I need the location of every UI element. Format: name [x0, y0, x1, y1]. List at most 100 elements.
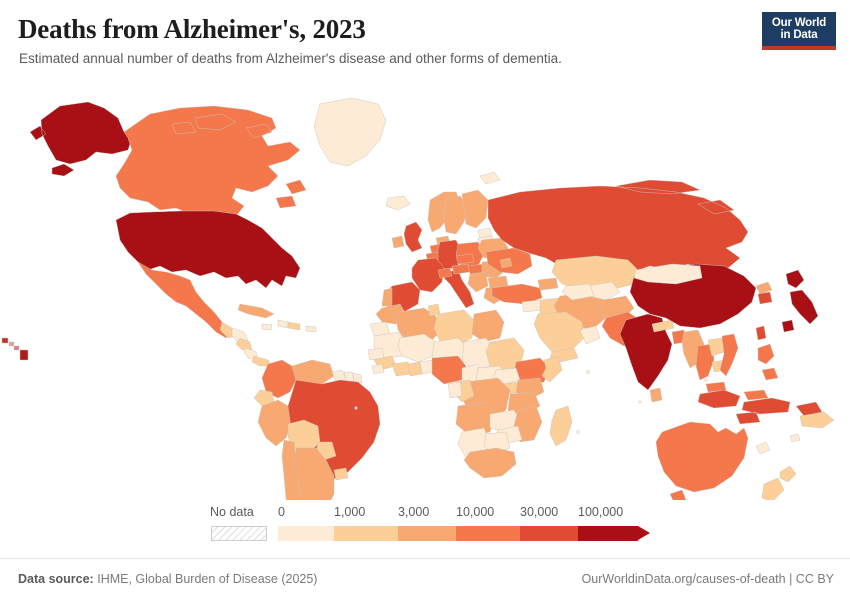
- footer-source-label: Data source:: [18, 572, 94, 586]
- country-svalbard[interactable]: [479, 171, 501, 185]
- country-new-caledonia[interactable]: [755, 441, 771, 455]
- country-oman[interactable]: [579, 325, 601, 345]
- country-taiwan[interactable]: [755, 325, 767, 341]
- country-greenland[interactable]: [313, 97, 387, 167]
- legend-color-bar[interactable]: [278, 526, 650, 541]
- country-canada[interactable]: [115, 105, 307, 221]
- country-suriname[interactable]: [343, 371, 355, 382]
- country-colombia[interactable]: [261, 359, 297, 399]
- legend-arrow-cap: [638, 526, 650, 540]
- country-france[interactable]: [411, 257, 445, 293]
- legend-swatch-bin-0[interactable]: [278, 526, 334, 541]
- country-dominican-republic[interactable]: [287, 321, 301, 331]
- country-somalia[interactable]: [541, 355, 563, 383]
- world-choropleth-map[interactable]: [0, 80, 850, 500]
- country-sierra-leone[interactable]: [371, 363, 385, 375]
- country-kazakhstan[interactable]: [551, 255, 641, 291]
- country-north-korea[interactable]: [755, 281, 773, 295]
- country-ghana[interactable]: [407, 361, 423, 377]
- island-dot-mauritius[interactable]: [576, 430, 580, 434]
- country-new-zealand[interactable]: [761, 465, 797, 500]
- chart-footer: Data source: IHME, Global Burden of Dise…: [0, 558, 850, 601]
- country-sri-lanka[interactable]: [649, 387, 663, 403]
- island-pacific-west-2[interactable]: [8, 341, 15, 347]
- country-turkmenistan[interactable]: [561, 283, 595, 301]
- country-serbia-balkans[interactable]: [467, 271, 489, 293]
- country-russia[interactable]: [487, 179, 749, 275]
- country-ireland[interactable]: [391, 235, 405, 249]
- country-fiji-islands[interactable]: [789, 433, 801, 443]
- island-dot-pacific-1[interactable]: [704, 378, 708, 382]
- country-mexico[interactable]: [137, 261, 231, 339]
- country-italy[interactable]: [443, 269, 475, 309]
- page-title: Deaths from Alzheimer's, 2023: [18, 14, 366, 44]
- country-nepal[interactable]: [651, 319, 675, 333]
- country-malaysia[interactable]: [705, 381, 769, 401]
- world-map-svg[interactable]: [0, 80, 850, 500]
- country-syria[interactable]: [521, 299, 543, 313]
- country-iceland[interactable]: [385, 195, 411, 211]
- country-finland[interactable]: [461, 189, 489, 229]
- chart-header: Deaths from Alzheimer's, 2023 Estimated …: [0, 0, 850, 78]
- country-mozambique[interactable]: [513, 405, 543, 443]
- country-madagascar[interactable]: [549, 405, 573, 447]
- legend-swatch-bin-5[interactable]: [578, 526, 638, 541]
- country-georgia-caucasus[interactable]: [537, 277, 559, 291]
- island-pacific-west-3[interactable]: [13, 345, 20, 351]
- country-papua-new-guinea[interactable]: [799, 411, 835, 429]
- country-puerto-rico[interactable]: [305, 325, 317, 333]
- country-sweden[interactable]: [443, 195, 469, 235]
- country-argentina[interactable]: [293, 447, 335, 500]
- country-french-guiana[interactable]: [352, 372, 363, 384]
- footer-link[interactable]: OurWorldinData.org/causes-of-death | CC …: [581, 572, 834, 586]
- country-vietnam[interactable]: [719, 333, 739, 377]
- island-pacific-west-1[interactable]: [1, 337, 9, 344]
- legend-tick-0: 0: [278, 505, 285, 519]
- country-philippines[interactable]: [757, 343, 779, 381]
- country-australia[interactable]: [655, 421, 749, 500]
- country-haiti[interactable]: [277, 319, 289, 329]
- country-czechia[interactable]: [455, 253, 475, 265]
- country-united-kingdom[interactable]: [403, 221, 423, 253]
- legend-swatch-bin-3[interactable]: [456, 526, 520, 541]
- country-mali[interactable]: [397, 333, 437, 363]
- country-south-africa[interactable]: [463, 447, 517, 479]
- country-angola[interactable]: [455, 401, 497, 437]
- country-bolivia[interactable]: [287, 419, 321, 453]
- country-jamaica[interactable]: [261, 323, 273, 331]
- legend-tick-4: 30,000: [520, 505, 559, 519]
- legend-nodata-swatch[interactable]: [211, 526, 267, 541]
- owid-logo[interactable]: Our World in Data: [762, 12, 836, 50]
- island-dot-atlantic[interactable]: [354, 406, 358, 410]
- country-austria[interactable]: [451, 263, 471, 275]
- legend-swatch-bin-4[interactable]: [520, 526, 578, 541]
- country-japan[interactable]: [781, 269, 819, 333]
- legend-tick-1: 1,000: [334, 505, 366, 519]
- country-mongolia[interactable]: [633, 263, 703, 285]
- country-uruguay[interactable]: [333, 467, 349, 481]
- country-indonesia[interactable]: [697, 389, 823, 425]
- legend-bins: 0 1,000 3,000 10,000 30,000 100,000: [278, 505, 658, 545]
- country-panama[interactable]: [251, 355, 273, 367]
- legend-swatch-bin-1[interactable]: [334, 526, 398, 541]
- country-alaska[interactable]: [29, 101, 133, 177]
- country-india[interactable]: [619, 313, 673, 391]
- country-cuba[interactable]: [237, 303, 275, 319]
- country-gabon[interactable]: [447, 381, 463, 399]
- island-dot-indian-ocean[interactable]: [586, 370, 590, 374]
- legend-swatch-bin-2[interactable]: [398, 526, 456, 541]
- country-germany[interactable]: [437, 239, 463, 271]
- country-united-states[interactable]: [115, 210, 301, 289]
- country-switzerland[interactable]: [437, 267, 453, 279]
- island-dot-maldives[interactable]: [638, 400, 642, 404]
- country-south-sudan[interactable]: [493, 367, 521, 385]
- country-nigeria[interactable]: [431, 355, 467, 385]
- country-portugal[interactable]: [381, 287, 393, 307]
- legend-tick-2: 3,000: [398, 505, 430, 519]
- country-peru[interactable]: [257, 399, 293, 447]
- country-south-korea[interactable]: [757, 291, 773, 305]
- country-moldova[interactable]: [499, 257, 513, 269]
- country-egypt[interactable]: [471, 309, 505, 343]
- island-pacific-west-4[interactable]: [19, 349, 29, 361]
- map-legend: No data 0 1,000 3,000 10,000 30,000 100,…: [0, 505, 850, 553]
